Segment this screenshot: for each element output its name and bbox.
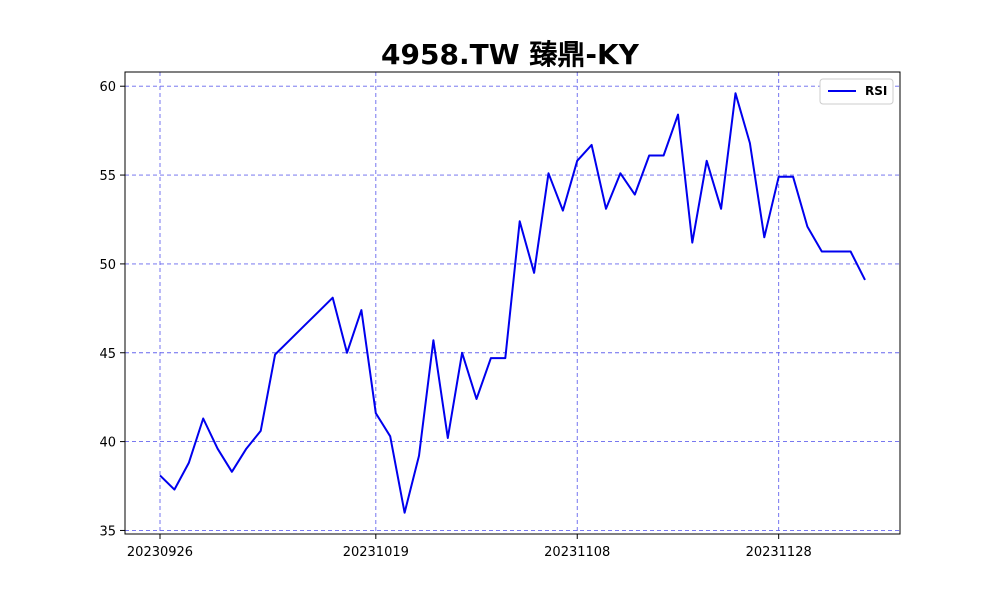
series-line-rsi: [159, 92, 866, 514]
x-tick-label: 20231019: [343, 545, 409, 560]
y-tick-label: 40: [99, 436, 116, 451]
series-layer: [159, 92, 866, 514]
y-tick-label: 50: [99, 258, 116, 273]
y-tick-label: 35: [99, 524, 116, 539]
plot-frame: [124, 71, 901, 535]
legend-label-rsi: RSI: [865, 84, 887, 98]
x-tick-label: 20231108: [544, 545, 610, 560]
grid: [125, 72, 900, 534]
y-tick-label: 60: [99, 80, 116, 95]
legend-box: [819, 78, 894, 105]
x-tick-label: 20231128: [746, 545, 812, 560]
chart-title: 4958.TW 臻鼎-KY: [381, 38, 640, 71]
y-tick-label: 55: [99, 169, 116, 184]
y-tick-label: 45: [99, 347, 116, 362]
x-tick-label: 20230926: [127, 545, 193, 560]
axis-ticks: 35 40 45 50 55 60 20230926 20231019 20231108 2023…: [99, 80, 811, 560]
legend: RSI: [819, 78, 894, 105]
